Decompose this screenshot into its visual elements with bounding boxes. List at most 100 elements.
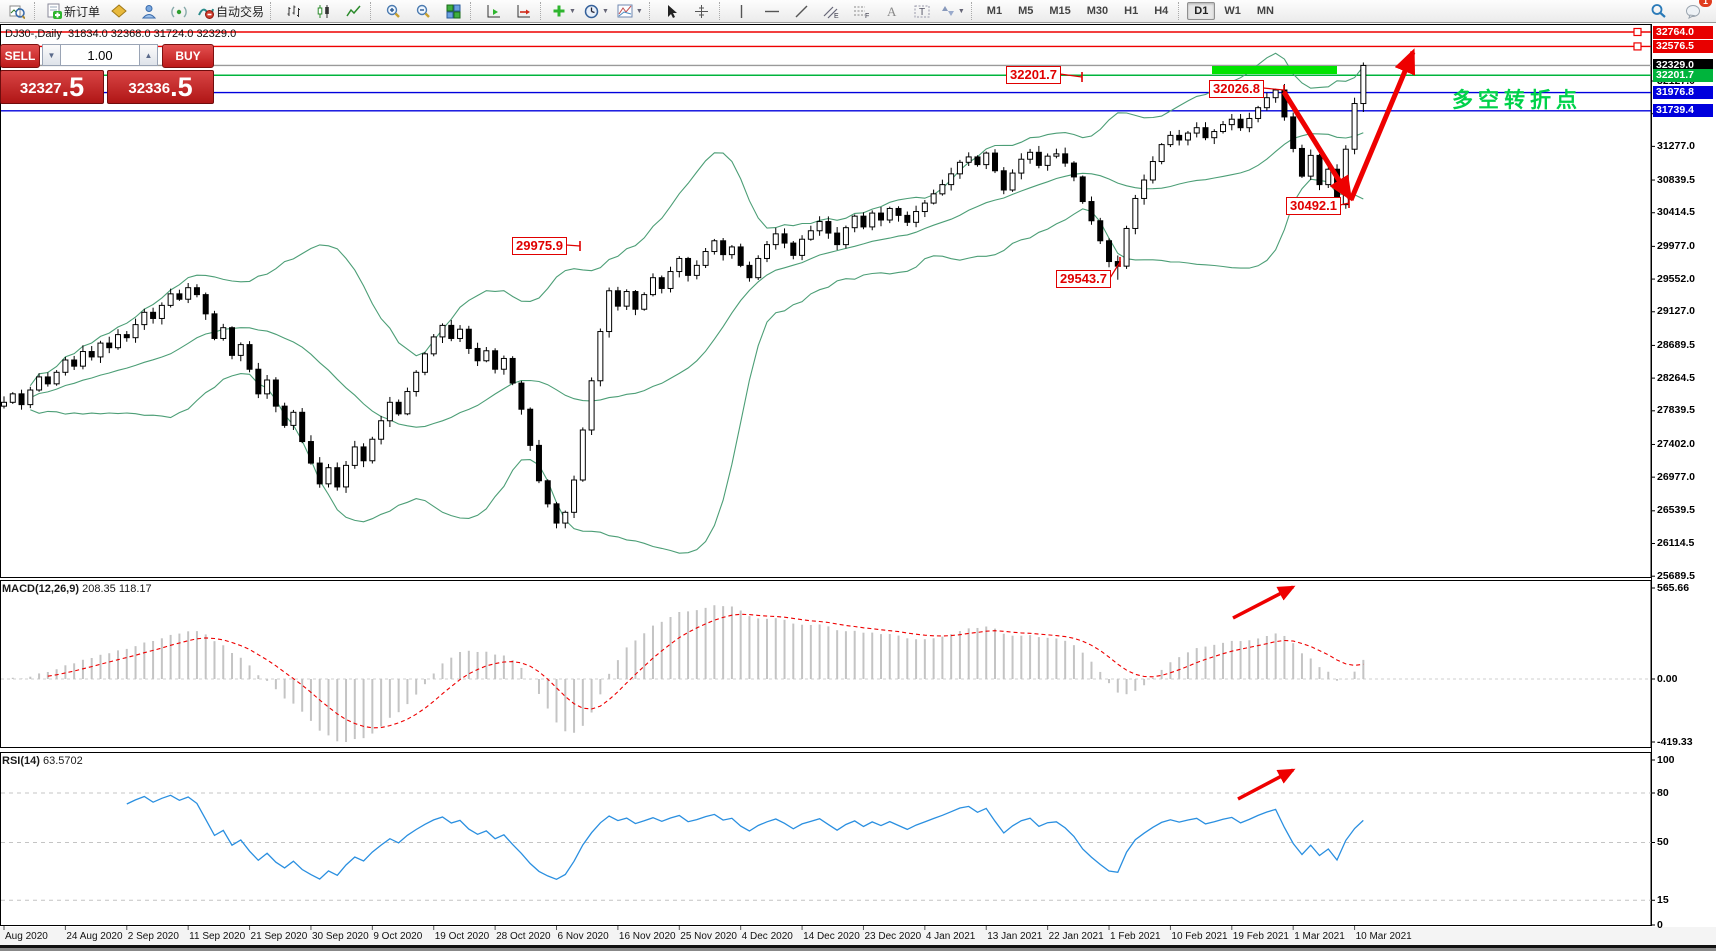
tile-windows-icon [446,4,461,18]
data-window-button[interactable] [3,0,31,22]
toolbar-separator [34,2,40,20]
notifications-button[interactable]: 1 [1679,0,1712,22]
price-axis-tick: 29552.0 [1657,272,1695,285]
toolbar-separator [370,2,376,20]
price-axis-tick: 28264.5 [1657,371,1695,384]
price-callout[interactable]: 29543.7 [1056,270,1111,288]
svg-text:E: E [834,13,839,19]
fibonacci-icon: F [854,6,870,19]
price-axis-tick: 26539.5 [1657,504,1695,517]
annotation-note-text[interactable]: 多空转折点 [1452,89,1582,112]
timeframe-button-m1[interactable]: M1 [986,5,1003,17]
channel-tool-button[interactable]: E [818,0,846,22]
cursor-icon [668,4,678,18]
tile-windows-button[interactable] [439,0,467,22]
price-axis-marked-label: 31739.4 [1653,104,1713,118]
notification-badge: 1 [1698,0,1712,7]
crosshair-tool-button[interactable] [688,0,716,22]
price-callout[interactable]: 29975.9 [512,237,567,255]
chart-symbol-period: DJ30-,Daily [5,28,62,40]
price-axis-tick: 26977.0 [1657,470,1695,483]
zoom-out-icon [416,4,430,18]
sell-price-button[interactable]: 32327.5 [0,70,104,104]
new-order-button[interactable]: 新订单 [43,0,103,22]
volume-increase-button[interactable]: ▲ [139,44,158,66]
chart-shift-button[interactable] [509,0,537,22]
text-label-tool-button[interactable]: T [908,0,936,22]
sell-price-pips: .5 [61,72,85,102]
chevron-down-icon: ▼ [957,7,965,15]
add-indicator-icon [553,5,565,17]
hline-handle[interactable] [1633,42,1642,51]
timeframe-button-h4[interactable]: H4 [1154,5,1169,17]
rsi-axis-tick: 50 [1657,836,1669,848]
chart-stage: DJ30-,Daily 31834.0 32368.0 31724.0 3232… [0,24,1716,951]
sell-button[interactable]: SELL [0,44,40,68]
search-button[interactable] [1644,0,1672,22]
price-callout[interactable]: 32026.8 [1209,80,1264,98]
rsi-arrow[interactable] [1237,768,1296,801]
chart-canvas[interactable] [0,24,1716,951]
templates-button[interactable]: ▼ [614,0,646,22]
volume-decrease-button[interactable]: ▼ [42,44,61,66]
fibonacci-tool-button[interactable]: F [848,0,876,22]
timeframe-button-m30[interactable]: M30 [1086,5,1109,17]
price-callout[interactable]: 32201.7 [1006,66,1061,84]
highlight-bar-annotation[interactable] [1212,66,1337,74]
timeframe-button-w1[interactable]: W1 [1224,5,1241,17]
hline-tool-button[interactable] [758,0,786,22]
bar-chart-icon [287,5,300,17]
auto-trading-button[interactable]: 自动交易 [195,0,267,22]
quotes-button[interactable] [105,0,133,22]
date-axis-label: 28 Oct 2020 [496,931,551,942]
indicators-button[interactable]: ▼ [549,0,579,22]
trade-panel-row: SELL ▼ ▲ BUY [0,44,214,68]
timeframe-button-mn[interactable]: MN [1256,5,1274,17]
auto-scroll-button[interactable] [479,0,507,22]
trend-arrow-1[interactable] [1281,90,1353,202]
macd-arrow[interactable] [1232,585,1296,620]
timeframe-button-m15[interactable]: M15 [1049,5,1071,17]
new-order-icon [47,3,62,19]
zoom-out-button[interactable] [409,0,437,22]
price-callout[interactable]: 30492.1 [1286,197,1341,215]
chart-magnifier-icon [9,5,25,19]
template-icon [617,4,633,18]
line-mode-button[interactable] [339,0,367,22]
arrow-objects-icon [941,6,954,16]
horizontal-line-icon [764,10,779,12]
volume-input[interactable] [61,44,139,66]
trend-arrow-2[interactable] [1348,48,1416,201]
price-axis-tick: 31277.0 [1657,139,1695,152]
quotes-icon [111,4,127,18]
macd-axis-tick: -419.33 [1657,735,1693,748]
hline-handle[interactable] [1633,27,1642,37]
text-tool-button[interactable]: A [878,0,906,22]
signals-button[interactable] [165,0,193,22]
rsi-axis-tick: 80 [1657,786,1669,799]
date-axis-label: 11 Sep 2020 [189,931,246,942]
chevron-down-icon: ▼ [601,7,609,15]
vline-tool-button[interactable] [728,0,756,22]
arrows-tool-button[interactable]: ▼ [938,0,968,22]
price-axis-marked-label: 32764.0 [1653,25,1713,39]
timeframe-button-d1[interactable]: D1 [1187,2,1216,20]
candle-mode-button[interactable] [309,0,337,22]
trendline-tool-button[interactable] [788,0,816,22]
trendline-icon [795,5,808,17]
clock-icon [584,4,599,18]
timeframe-button-h1[interactable]: H1 [1124,5,1139,17]
bar-chart-mode-button[interactable] [279,0,307,22]
date-axis-label: 19 Oct 2020 [434,931,490,942]
periods-button[interactable]: ▼ [581,0,612,22]
buy-button[interactable]: BUY [162,44,214,68]
buy-price-main: 32336 [128,80,171,97]
date-axis-label: 4 Dec 2020 [741,931,793,942]
price-axis-tick: 29977.0 [1657,239,1695,252]
equidistant-channel-icon: E [823,6,839,19]
buy-price-button[interactable]: 32336.5 [107,70,214,104]
timeframe-button-m5[interactable]: M5 [1018,5,1034,17]
community-button[interactable] [135,0,163,22]
zoom-in-button[interactable] [379,0,407,22]
cursor-tool-button[interactable] [658,0,686,22]
